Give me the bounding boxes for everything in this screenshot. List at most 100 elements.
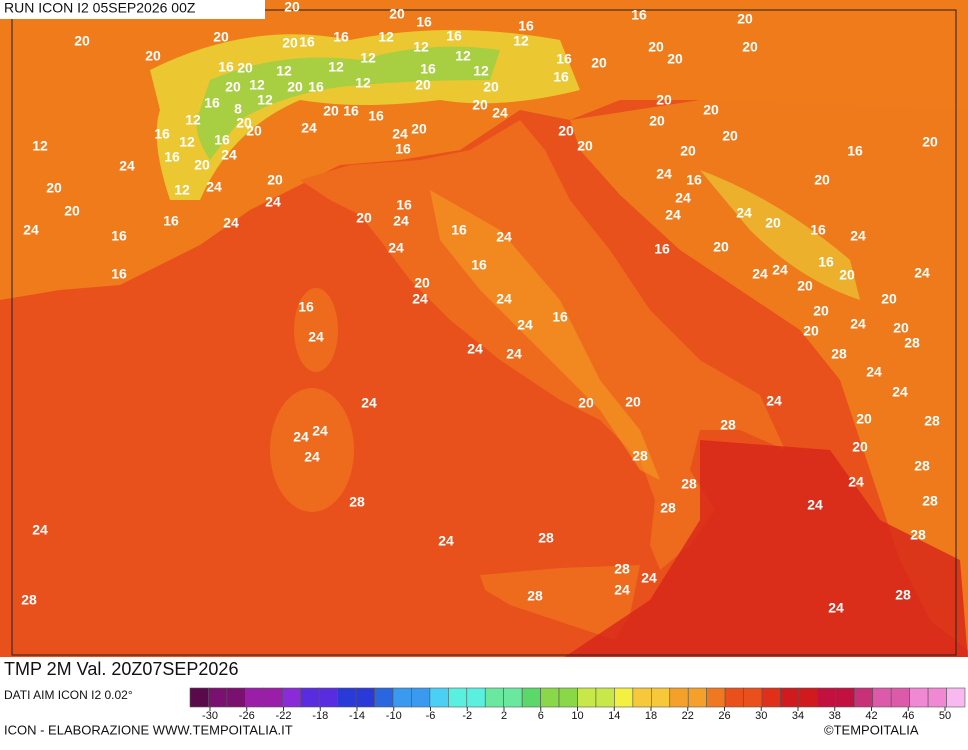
colorbar-tick-label: 50	[939, 710, 951, 722]
colorbar-tick-label: -6	[426, 710, 436, 722]
colorbar-cell	[577, 687, 597, 708]
contour-label: 16	[556, 51, 572, 67]
contour-label: 24	[32, 522, 48, 538]
contour-label: 28	[349, 494, 365, 510]
contour-label: 20	[893, 320, 909, 336]
colorbar-cell	[761, 687, 781, 708]
contour-label: 24	[848, 474, 864, 490]
contour-label: 20	[713, 239, 729, 255]
colorbar-cell	[429, 687, 449, 708]
contour-label: 12	[276, 63, 292, 79]
contour-label: 16	[810, 222, 826, 238]
contour-label: 12	[378, 29, 394, 45]
contour-label: 24	[308, 329, 324, 345]
contour-label: 20	[415, 77, 431, 93]
contour-label: 28	[720, 417, 736, 433]
contour-label: 24	[914, 265, 930, 281]
contour-label: 24	[301, 120, 317, 136]
contour-label: 24	[221, 147, 237, 163]
contour-label: 28	[895, 587, 911, 603]
contour-label: 12	[413, 39, 429, 55]
contour-label: 20	[414, 275, 430, 291]
contour-label: 12	[473, 63, 489, 79]
contour-label: 20	[74, 33, 90, 49]
contour-label: 20	[145, 48, 161, 64]
contour-label: 20	[578, 395, 594, 411]
contour-label: 24	[766, 393, 782, 409]
brand: ©TEMPOITALIA	[824, 722, 919, 737]
contour-label: 24	[656, 166, 672, 182]
contour-label: 24	[665, 207, 681, 223]
colorbar-cell	[632, 687, 652, 708]
contour-label: 24	[119, 158, 135, 174]
contour-label: 20	[267, 172, 283, 188]
colorbar-tick-label: -2	[462, 710, 472, 722]
colorbar-cell	[890, 687, 910, 708]
colorbar-cell	[521, 687, 541, 708]
contour-label: 24	[752, 266, 768, 282]
colorbar-cell	[946, 687, 966, 708]
contour-label: 24	[265, 194, 281, 210]
colorbar-tick-label: -22	[276, 710, 292, 722]
contour-label: 24	[312, 423, 328, 439]
colorbar-tick-label: 2	[501, 710, 507, 722]
contour-label: 16	[368, 108, 384, 124]
colorbar-cell	[226, 687, 246, 708]
contour-label: 16	[686, 172, 702, 188]
colorbar-cell	[853, 687, 874, 708]
header-box	[0, 0, 265, 19]
contour-label: 28	[831, 346, 847, 362]
title-box	[0, 657, 413, 684]
contour-label: 24	[393, 213, 409, 229]
contour-label: 20	[656, 92, 672, 108]
colorbar-tick-label: 46	[902, 710, 914, 722]
colorbar-tick-label: -14	[349, 710, 365, 722]
contour-label: 16	[416, 14, 432, 30]
contour-label: 16	[818, 254, 834, 270]
contour-label: 24	[293, 429, 309, 445]
contour-label: 24	[438, 533, 454, 549]
colorbar-cell	[466, 687, 486, 708]
contour-label: 20	[591, 55, 607, 71]
contour-label: 12	[355, 75, 371, 91]
run-info: RUN ICON I2 05SEP2026 00Z	[4, 0, 196, 16]
contour-label: 20	[284, 0, 300, 15]
contour-label: 16	[471, 257, 487, 273]
contour-label: 20	[236, 115, 252, 131]
contour-label: 20	[742, 39, 758, 55]
credit: ICON - ELABORAZIONE WWW.TEMPOITALIA.IT	[4, 722, 293, 737]
contour-label: 28	[527, 588, 543, 604]
contour-label: 16	[395, 141, 411, 157]
colorbar-cell	[374, 687, 394, 708]
contour-label: 24	[392, 126, 408, 142]
contour-label: 20	[225, 79, 241, 95]
contour-label: 16	[553, 69, 569, 85]
colorbar-tick-label: -26	[239, 710, 255, 722]
contour-label: 12	[257, 92, 273, 108]
contour-label: 20	[856, 411, 872, 427]
colorbar-cell	[392, 687, 412, 708]
colorbar-cell	[724, 687, 744, 708]
map	[0, 0, 968, 660]
contour-label: 20	[922, 134, 938, 150]
contour-label: 24	[850, 228, 866, 244]
contour-label: 20	[194, 157, 210, 173]
contour-label: 20	[839, 267, 855, 283]
contour-label: 16	[154, 126, 170, 142]
contour-label: 28	[660, 500, 676, 516]
contour-label: 20	[213, 29, 229, 45]
contour-label: 12	[513, 33, 529, 49]
contour-label: 28	[614, 561, 630, 577]
map-title: TMP 2M Val. 20Z07SEP2026	[4, 659, 238, 679]
contour-label: 16	[164, 149, 180, 165]
colorbar-tick-label: 10	[571, 710, 583, 722]
colorbar-cell	[318, 687, 338, 708]
colorbar-cell	[558, 687, 578, 708]
colorbar-cell	[614, 687, 634, 708]
contour-label: 16	[654, 241, 670, 257]
colorbar-cell	[669, 687, 689, 708]
contour-label: 16	[298, 299, 314, 315]
colorbar-tick-label: 30	[755, 710, 767, 722]
contour-label: 24	[467, 341, 483, 357]
contour-label: 24	[496, 229, 512, 245]
